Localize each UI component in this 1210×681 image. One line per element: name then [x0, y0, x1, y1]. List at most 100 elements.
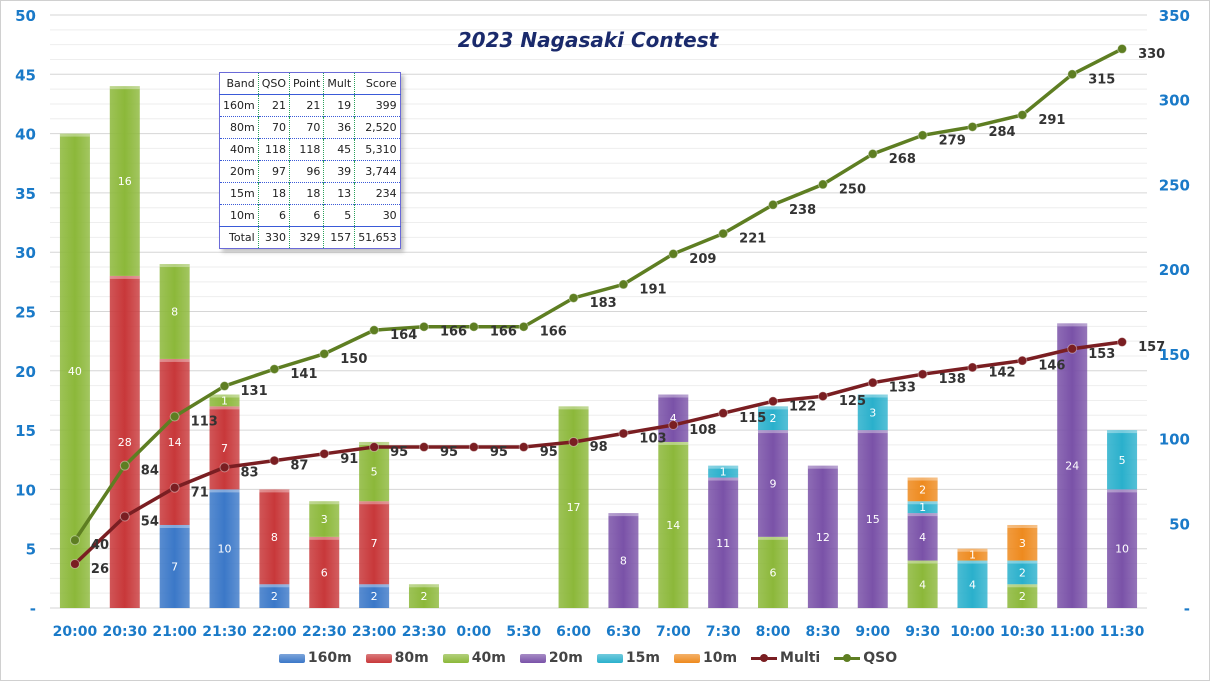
- x-tick-label: 21:30: [202, 624, 247, 640]
- point-label-QSO: 291: [1038, 113, 1065, 128]
- point-label-QSO: 150: [340, 352, 367, 367]
- table-row: 40m 118 118 45 5,310: [219, 138, 401, 161]
- point-Multi: [817, 391, 828, 402]
- point-label-Multi: 103: [639, 431, 666, 446]
- point-Multi: [518, 442, 529, 453]
- point-QSO: [768, 199, 779, 210]
- legend-item-80m: 80m: [365, 650, 429, 666]
- legend-marker: [834, 653, 861, 663]
- table-cell: 70: [257, 116, 290, 139]
- table-row: 80m 70 70 36 2,520: [219, 116, 401, 139]
- point-Multi: [568, 436, 579, 447]
- bar-highlight: [608, 513, 639, 517]
- table-header: QSO: [257, 72, 290, 95]
- point-Multi: [468, 442, 479, 453]
- point-Multi: [1017, 355, 1028, 366]
- y-left-tick-label: 15: [15, 422, 36, 440]
- bar-value-label: 40: [68, 365, 82, 378]
- table-cell: 40m: [219, 138, 259, 161]
- table-header: Score: [354, 72, 401, 95]
- y-left-tick-label: 30: [15, 244, 36, 262]
- point-Multi: [718, 408, 729, 419]
- point-label-Multi: 122: [789, 399, 816, 414]
- bar-value-label: 12: [816, 531, 830, 544]
- y-right-tick-label: 200: [1159, 261, 1190, 279]
- bar-40m: [59, 133, 90, 608]
- bar-160m: [209, 489, 240, 608]
- point-Multi: [668, 420, 679, 431]
- point-QSO: [718, 228, 729, 239]
- y-left-tick-label: 45: [15, 66, 36, 84]
- bar-20m: [1057, 323, 1088, 608]
- bar-40m: [159, 264, 190, 359]
- bar-20m: [857, 430, 888, 608]
- bar-value-label: 7: [171, 560, 178, 573]
- bar-value-label: 15: [866, 513, 880, 526]
- bar-160m: [159, 524, 190, 608]
- bar-40m: [758, 536, 789, 608]
- point-Multi: [867, 377, 878, 388]
- legend-marker: [365, 653, 392, 663]
- x-tick-label: 0:00: [456, 624, 491, 640]
- bar-highlight: [907, 513, 938, 517]
- bar-40m: [109, 86, 140, 276]
- point-QSO: [468, 321, 479, 332]
- bar-value-label: 24: [1065, 460, 1079, 473]
- bar-highlight: [1007, 524, 1038, 528]
- point-Multi: [69, 558, 80, 569]
- point-QSO: [668, 248, 679, 259]
- point-label-Multi: 133: [889, 381, 916, 396]
- table-header: Band: [219, 72, 259, 95]
- bar-highlight: [209, 406, 240, 410]
- table-cell: 10m: [219, 204, 259, 227]
- bar-40m: [359, 441, 390, 502]
- bar-highlight: [309, 501, 340, 505]
- point-label-QSO: 279: [939, 133, 966, 148]
- bar-highlight: [907, 477, 938, 481]
- point-label-Multi: 125: [839, 394, 866, 409]
- point-QSO: [1067, 69, 1078, 80]
- table-cell: 36: [323, 116, 355, 139]
- bar-value-label: 28: [118, 436, 132, 449]
- point-label-Multi: 146: [1038, 359, 1065, 374]
- point-QSO: [269, 364, 280, 375]
- point-Multi: [269, 455, 280, 466]
- legend-item-QSO: QSO: [834, 650, 897, 666]
- table-cell: 118: [257, 138, 290, 161]
- point-label-QSO: 268: [889, 152, 916, 167]
- point-label-Multi: 95: [390, 445, 408, 460]
- bar-highlight: [957, 548, 988, 552]
- bar-highlight: [359, 584, 390, 588]
- bar-value-label: 6: [321, 566, 328, 579]
- table-header: Mult: [323, 72, 355, 95]
- bar-20m: [708, 477, 739, 608]
- bar-value-label: 1: [720, 466, 727, 479]
- point-QSO: [917, 130, 928, 141]
- bar-highlight: [259, 489, 290, 493]
- point-label-QSO: 40: [91, 538, 109, 553]
- point-Multi: [319, 448, 330, 459]
- legend-item-40m: 40m: [442, 650, 506, 666]
- bar-value-label: 14: [666, 519, 680, 532]
- bar-highlight: [1007, 560, 1038, 564]
- bar-20m: [907, 513, 938, 561]
- legend-marker: [519, 653, 546, 663]
- point-Multi: [169, 482, 180, 493]
- bar-15m: [708, 465, 739, 478]
- point-Multi: [917, 369, 928, 380]
- bar-10m: [957, 548, 988, 561]
- point-QSO: [1117, 43, 1128, 54]
- table-cell: 21: [257, 94, 290, 117]
- y-left-tick-label: 35: [15, 185, 36, 203]
- bar-highlight: [408, 584, 439, 588]
- bar-80m: [359, 501, 390, 585]
- x-tick-label: 23:30: [402, 624, 447, 640]
- bar-40m: [1007, 584, 1038, 608]
- x-tick-label: 22:30: [302, 624, 347, 640]
- point-label-QSO: 164: [390, 328, 417, 343]
- table-cell: 234: [354, 182, 401, 205]
- bar-value-label: 6: [770, 566, 777, 579]
- bar-highlight: [857, 394, 888, 398]
- bar-value-label: 14: [168, 436, 182, 449]
